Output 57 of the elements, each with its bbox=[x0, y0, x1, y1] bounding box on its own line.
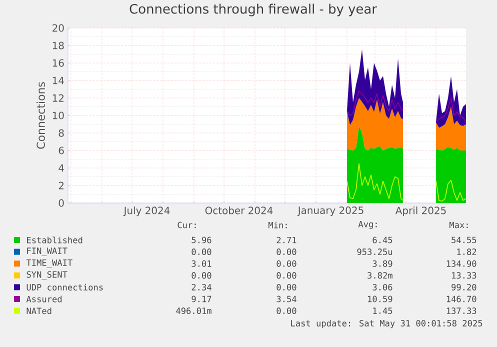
text: Min: bbox=[268, 222, 287, 228]
text: Avg: bbox=[358, 220, 377, 230]
text: 496.01m bbox=[176, 308, 212, 314]
text: 13.33 bbox=[452, 272, 476, 279]
text: 54.55 bbox=[452, 236, 476, 244]
y-tick-label: 16 bbox=[52, 59, 64, 67]
text: 0.00 bbox=[276, 308, 296, 314]
legend-label: SYN_SENT bbox=[26, 271, 68, 280]
x-tick-label: January 2025 bbox=[297, 206, 364, 216]
text: 0.00 bbox=[276, 272, 296, 279]
text: 10.59 bbox=[368, 296, 392, 302]
y-tick-label: 12 bbox=[52, 94, 64, 102]
text: 137.33 bbox=[446, 308, 476, 314]
y-tick-label: 18 bbox=[52, 42, 64, 50]
text: 9.17 bbox=[192, 296, 212, 302]
text: 3.06 bbox=[372, 284, 392, 290]
y-tick-label: 4 bbox=[58, 164, 64, 172]
text: Last update: Sat May 31 00:01:58 2025 bbox=[291, 320, 482, 328]
text: 0.00 bbox=[276, 284, 296, 290]
text: 146.70 bbox=[446, 296, 476, 302]
text: 0.00 bbox=[276, 248, 296, 256]
text: 1.82 bbox=[457, 248, 476, 256]
legend-label: FIN_WAIT bbox=[27, 248, 68, 256]
text: Cur: bbox=[178, 222, 196, 228]
text: 134.90 bbox=[446, 260, 476, 267]
y-tick-label: 2 bbox=[58, 182, 64, 190]
y-axis-title: Connections bbox=[36, 82, 45, 149]
legend-label: UDP connections bbox=[26, 284, 103, 291]
x-tick-label: April 2025 bbox=[395, 206, 446, 216]
text: 0.00 bbox=[192, 248, 212, 256]
y-tick-label: 20 bbox=[52, 24, 64, 32]
legend-label: NATed bbox=[26, 307, 52, 314]
legend-label: Established bbox=[27, 236, 82, 244]
x-tick-label: October 2024 bbox=[205, 206, 273, 214]
x-tick-label: July 2024 bbox=[123, 206, 170, 216]
y-tick-label: 10 bbox=[52, 112, 64, 120]
text: 3.89 bbox=[372, 260, 392, 267]
y-tick-label: 14 bbox=[52, 76, 64, 84]
text: 3.54 bbox=[276, 296, 296, 302]
text: 3.82m bbox=[368, 272, 392, 279]
text: 99.20 bbox=[452, 284, 476, 290]
text: 0.00 bbox=[192, 272, 212, 279]
y-tick-label: 0 bbox=[58, 199, 64, 207]
chart-title: Connections through firewall - by year bbox=[130, 4, 377, 16]
text: 2.71 bbox=[276, 236, 296, 244]
text: 5.96 bbox=[192, 236, 212, 244]
text: 1.45 bbox=[373, 308, 392, 314]
text: 0.00 bbox=[276, 260, 296, 267]
legend-label: TIME_WAIT bbox=[26, 259, 72, 268]
text: 953.25u bbox=[357, 248, 392, 256]
y-tick-label: 8 bbox=[58, 129, 64, 137]
legend-label: Assured bbox=[26, 296, 62, 302]
text: Max: bbox=[450, 222, 468, 228]
text: 6.45 bbox=[372, 236, 392, 244]
y-tick-label: 6 bbox=[58, 146, 64, 154]
text: 2.34 bbox=[192, 284, 212, 290]
text: 3.01 bbox=[192, 260, 212, 267]
